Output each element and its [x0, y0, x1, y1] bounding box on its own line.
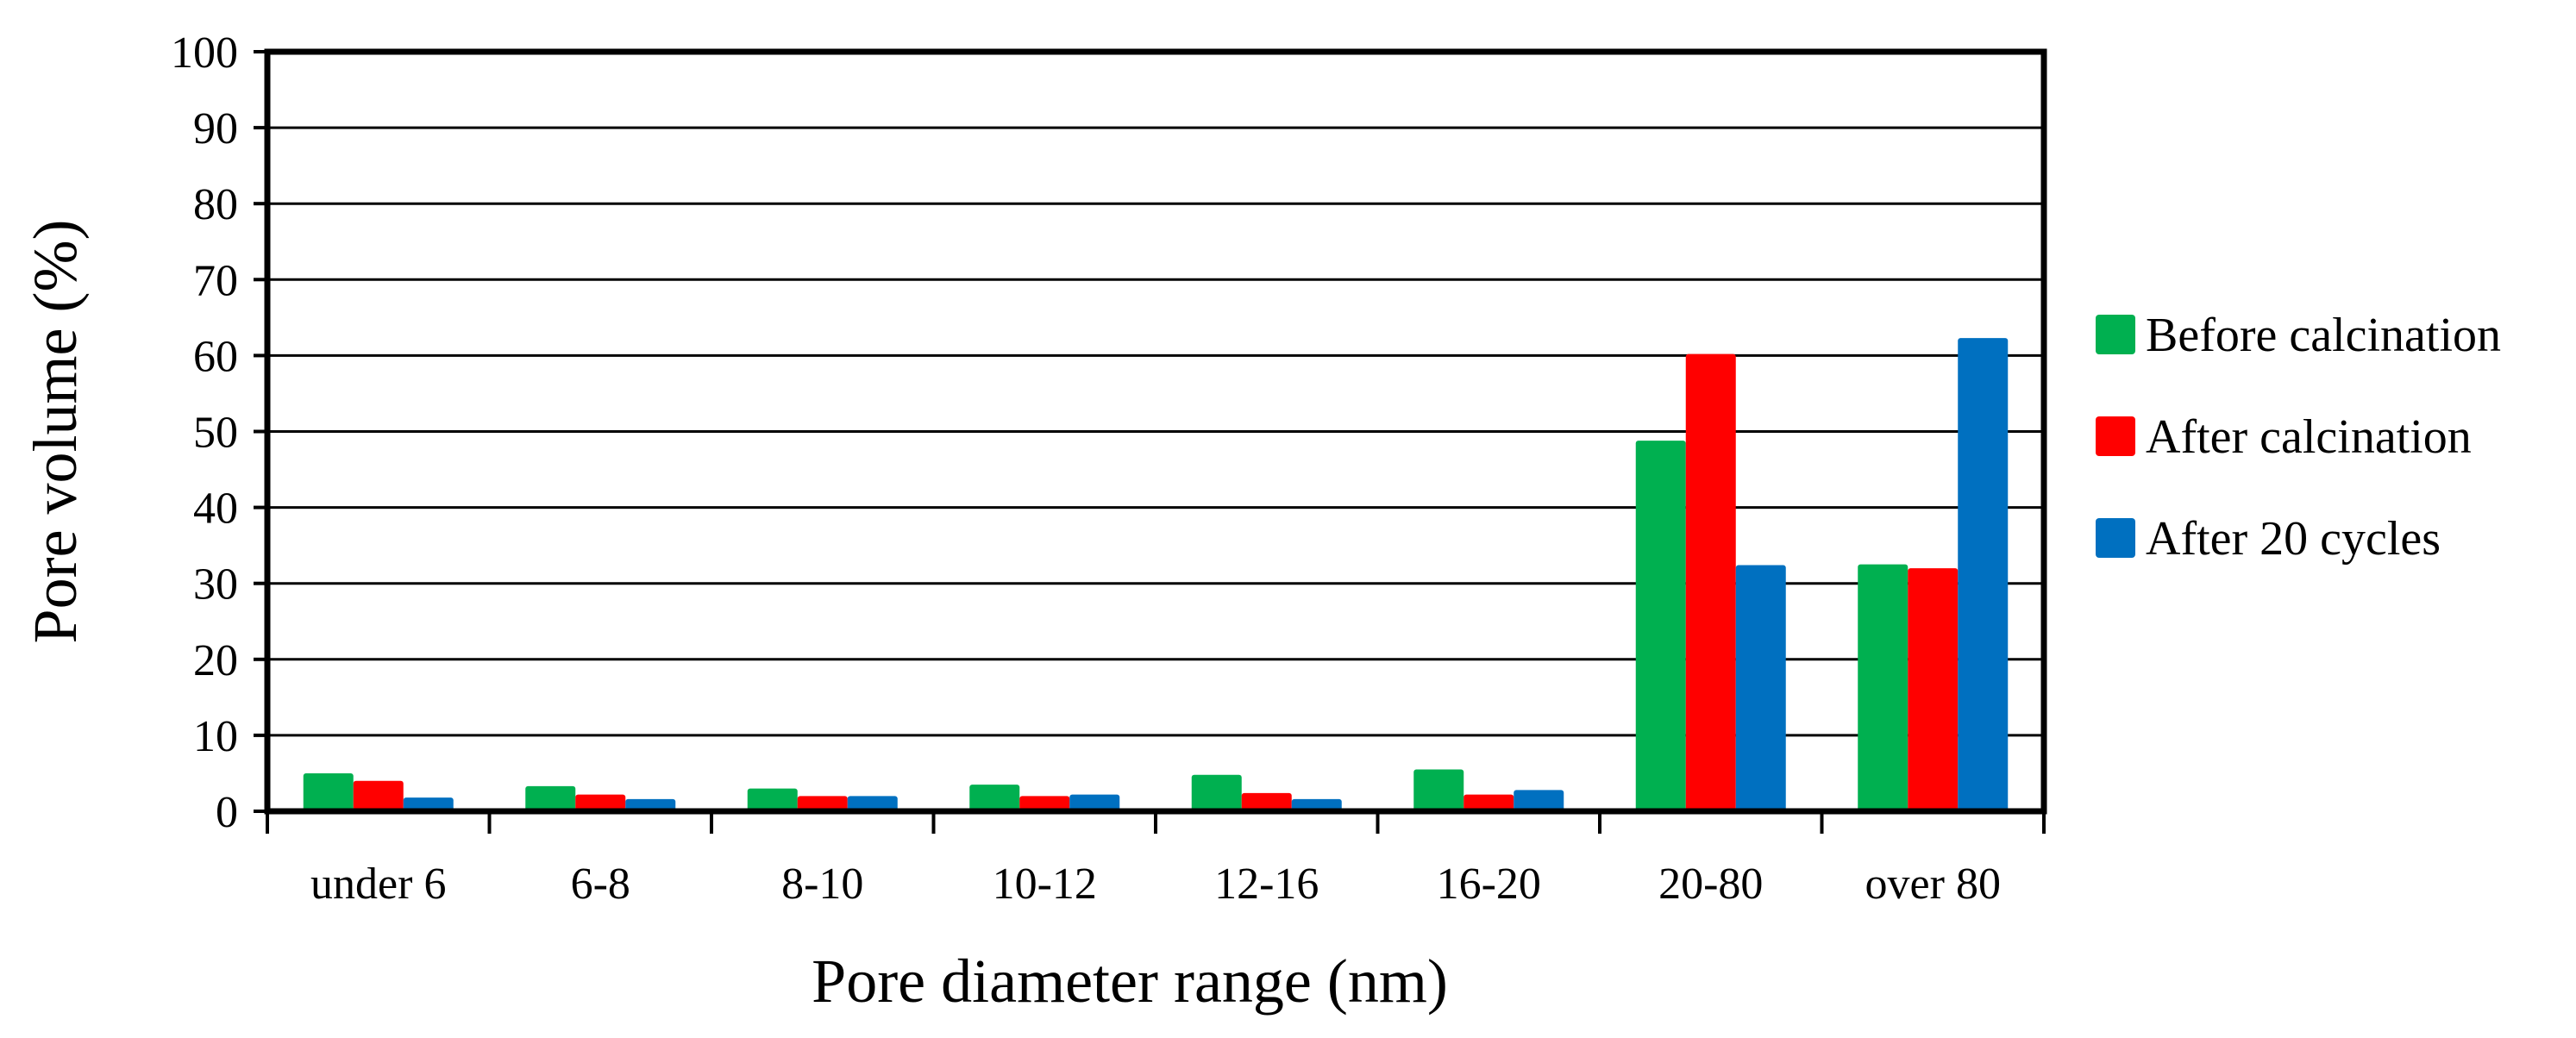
legend-label: After calcination: [2146, 410, 2472, 464]
x-tick-label: under 6: [310, 860, 446, 909]
bar-after-calcination-8-10: [797, 796, 848, 811]
x-axis-title: Pore diameter range (nm): [812, 947, 1448, 1016]
x-tick-label: 10-12: [993, 860, 1097, 909]
bar-after-calcination-10-12: [1019, 796, 1070, 811]
x-tick-label: 20-80: [1658, 860, 1763, 909]
legend: Before calcination After calcination After…: [2096, 309, 2501, 566]
y-tick-label: 100: [171, 28, 238, 78]
gridlines: [267, 126, 2044, 737]
legend-label: Before calcination: [2146, 309, 2501, 362]
y-tick-label: 20: [193, 636, 238, 685]
bar-after-calcination-under-6: [353, 780, 404, 811]
axes: 0 10 20 30 40 50 60 70 80 90 100 under 6 6-8 8-10 10-1…: [171, 28, 2046, 909]
y-axis-title: Pore volume (%): [21, 220, 90, 644]
bar-after-20-cycles-8-10: [847, 796, 898, 811]
y-tick-label: 10: [193, 712, 238, 761]
bar-before-calcination-10-12: [969, 785, 1020, 811]
bar-after-calcination-20-80: [1685, 353, 1736, 811]
y-tick-label: 30: [193, 560, 238, 610]
legend-swatch: [2096, 518, 2135, 558]
bar-before-calcination-under-6: [303, 772, 354, 811]
bar-before-calcination-20-80: [1635, 441, 1686, 811]
y-tick-label: 50: [193, 409, 238, 458]
bar-after-calcination-over-80: [1908, 568, 1959, 811]
x-tick-label: over 80: [1865, 860, 2001, 909]
bar-before-calcination-over-80: [1858, 564, 1908, 811]
bar-before-calcination-6-8: [525, 785, 576, 811]
x-tick-label: 16-20: [1437, 860, 1541, 909]
bar-after-20-cycles-under-6: [403, 797, 454, 811]
bar-after-20-cycles-6-8: [625, 798, 676, 811]
y-tick-label: 70: [193, 256, 238, 305]
bar-after-20-cycles-16-20: [1514, 790, 1564, 811]
y-tick-label: 80: [193, 180, 238, 229]
y-tick-label: 40: [193, 485, 238, 534]
bar-after-20-cycles-12-16: [1291, 798, 1342, 811]
bar-after-20-cycles-10-12: [1069, 794, 1120, 811]
x-tick-label: 8-10: [781, 860, 863, 909]
bar-after-20-cycles-20-80: [1735, 565, 1786, 811]
bar-after-20-cycles-over-80: [1958, 338, 2009, 812]
x-tick-label: 6-8: [571, 860, 630, 909]
legend-swatch: [2096, 416, 2135, 456]
bar-after-calcination-12-16: [1241, 792, 1292, 811]
bars: [303, 338, 2009, 812]
x-tick-label: 12-16: [1214, 860, 1319, 909]
y-tick-label: 90: [193, 104, 238, 153]
bar-before-calcination-8-10: [747, 788, 798, 811]
legend-label: After 20 cycles: [2146, 512, 2441, 566]
bar-before-calcination-16-20: [1413, 769, 1464, 811]
bar-before-calcination-12-16: [1191, 774, 1242, 811]
legend-swatch: [2096, 315, 2135, 354]
y-tick-label: 60: [193, 332, 238, 381]
y-tick-label: 0: [216, 788, 238, 837]
bar-after-calcination-6-8: [575, 794, 626, 811]
bar-after-calcination-16-20: [1463, 794, 1514, 811]
